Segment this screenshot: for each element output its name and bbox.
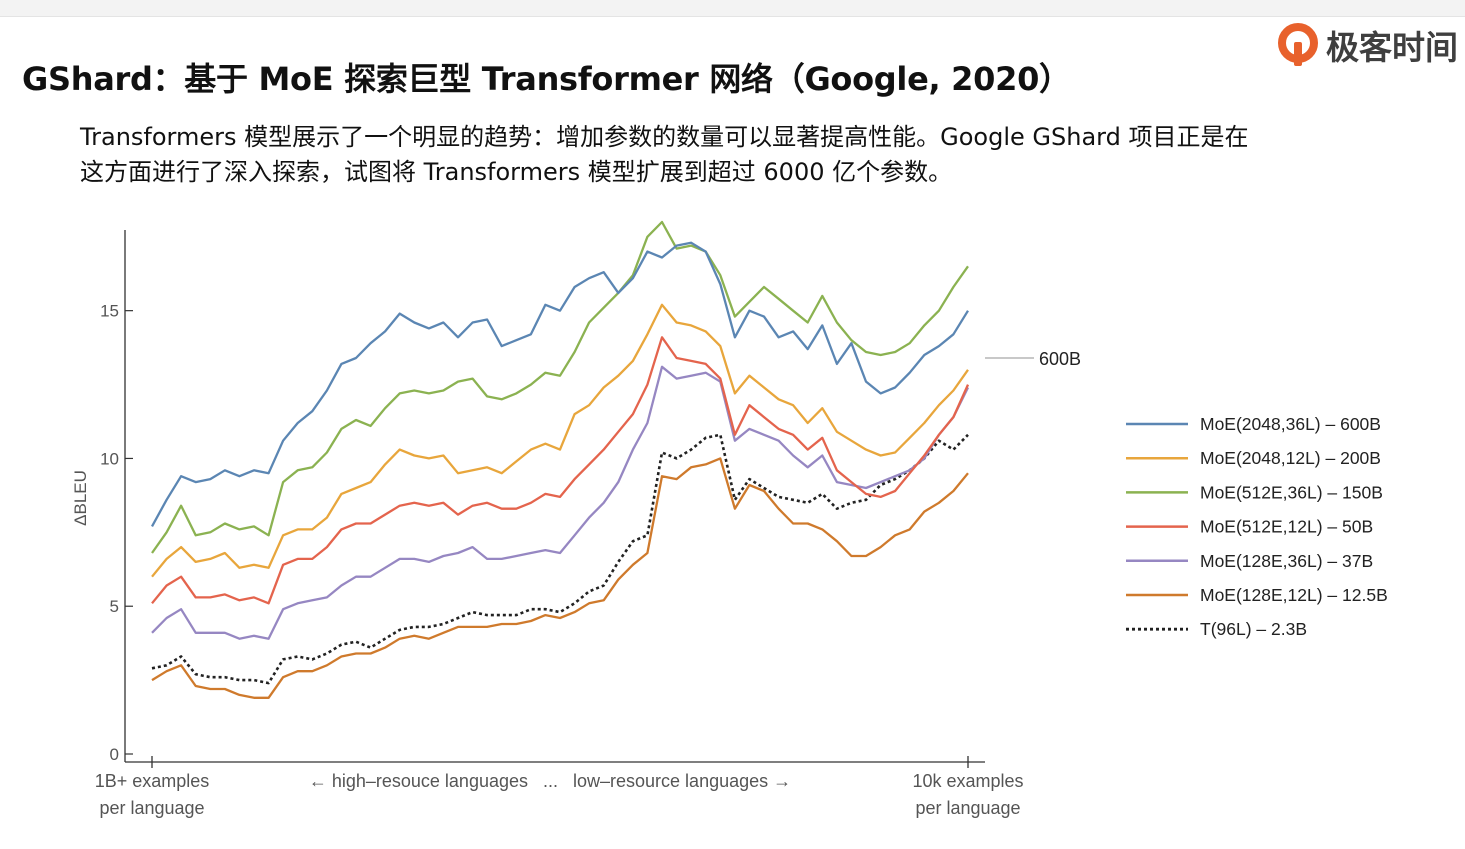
x-end-label-line-1: 10k examples bbox=[912, 771, 1023, 791]
slide-title: GShard：基于 MoE 探索巨型 Transformer 网络（Google… bbox=[22, 60, 1071, 98]
legend-label: MoE(2048,12L) – 200B bbox=[1200, 448, 1381, 468]
logo: 极客时间 bbox=[1276, 20, 1458, 70]
y-tick-label: 10 bbox=[100, 449, 119, 468]
chart-axes: 0 5 10 15 bbox=[100, 230, 985, 768]
legend-label: MoE(2048,36L) – 600B bbox=[1200, 414, 1381, 434]
geektime-logo-icon bbox=[1278, 23, 1318, 66]
legend-label: MoE(128E,36L) – 37B bbox=[1200, 551, 1373, 571]
x-start-label-line-1: 1B+ examples bbox=[95, 771, 210, 791]
series-line bbox=[151, 303, 969, 578]
legend-label: MoE(512E,12L) – 50B bbox=[1200, 517, 1373, 537]
x-start-label-line-2: per language bbox=[99, 798, 204, 818]
series-line bbox=[151, 336, 970, 605]
series-line bbox=[150, 241, 969, 527]
annotation-600b: 600B bbox=[1039, 349, 1081, 369]
top-bar bbox=[0, 0, 1465, 17]
y-tick-label: 0 bbox=[110, 745, 119, 764]
series-line bbox=[151, 365, 970, 640]
x-middle-label: ← high–resouce languages ... low–resourc… bbox=[309, 771, 791, 791]
description-line-1: Transformers 模型展示了一个明显的趋势：增加参数的数量可以显著提高性… bbox=[80, 123, 1249, 151]
y-axis-label: ΔBLEU bbox=[71, 470, 90, 526]
slide-description: Transformers 模型展示了一个明显的趋势：增加参数的数量可以显著提高性… bbox=[80, 120, 1400, 190]
logo-text: 极客时间 bbox=[1326, 28, 1458, 67]
x-end-label-line-2: per language bbox=[915, 798, 1020, 818]
bleu-chart: 0 5 10 15 MoE(2048,36L) – 600B MoE(2048,12L)… bbox=[71, 220, 1388, 818]
series-line bbox=[151, 220, 969, 554]
chart-lines bbox=[150, 220, 970, 699]
y-tick-label: 15 bbox=[100, 302, 119, 321]
legend-label: MoE(128E,12L) – 12.5B bbox=[1200, 585, 1388, 605]
description-line-2: 这方面进行了深入探索，试图将 Transformers 模型扩展到超过 6000… bbox=[80, 158, 953, 186]
chart-legend: MoE(2048,36L) – 600B MoE(2048,12L) – 200B… bbox=[1126, 414, 1388, 639]
legend-label: T(96L) – 2.3B bbox=[1200, 619, 1307, 639]
y-tick-label: 5 bbox=[110, 597, 119, 616]
series-line bbox=[151, 433, 969, 685]
series-line bbox=[151, 457, 969, 699]
legend-label: MoE(512E,36L) – 150B bbox=[1200, 482, 1383, 502]
